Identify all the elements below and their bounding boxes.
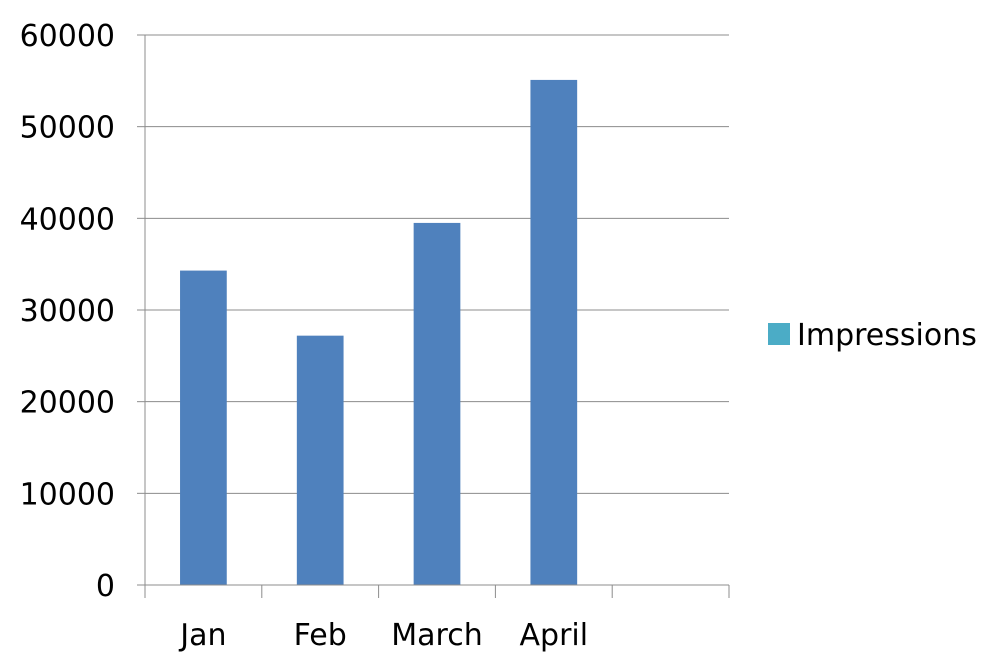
legend-label: Impressions [797,318,977,353]
y-tick-label: 20000 [20,386,115,421]
x-category-label: March [391,618,482,653]
legend: Impressions [768,318,977,353]
x-category-label: April [520,618,589,653]
x-axis-category-labels: Jan Feb March April [178,618,588,653]
y-tick-label: 30000 [20,294,115,329]
x-category-label: Jan [178,618,226,653]
y-axis-tick-labels: 0 10000 20000 30000 40000 50000 60000 [20,19,115,604]
bar-april [530,79,578,586]
bar-feb [296,335,344,585]
y-tick-label: 50000 [20,111,115,146]
y-tick-label: 10000 [20,477,115,512]
bars [180,79,578,586]
y-tick-label: 0 [96,569,115,604]
y-tick-label: 40000 [20,202,115,237]
axes [137,34,730,598]
bar-march [413,222,461,585]
bar-jan [180,270,227,585]
y-tick-label: 60000 [20,19,115,54]
x-category-label: Feb [294,618,347,653]
legend-swatch [768,323,790,345]
